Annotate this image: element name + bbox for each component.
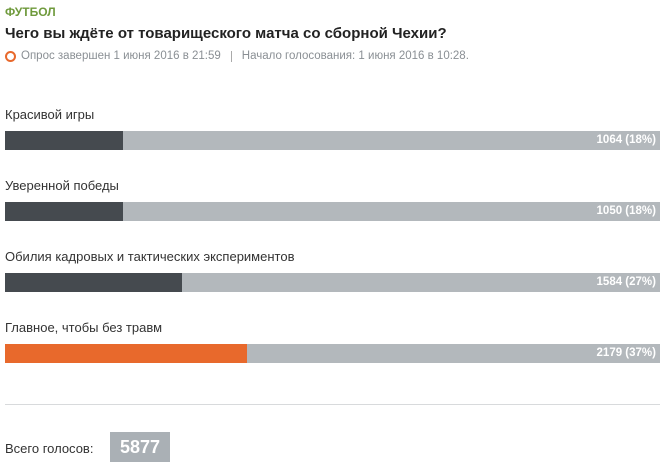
start: Начало голосования: 1 июня 2016 в 10:28. (241, 50, 469, 62)
value-label: 2179 (37%) (596, 347, 656, 359)
total-label: Всего голосов: (5, 441, 94, 456)
option-label: Красивой игры (5, 107, 95, 122)
bar-track: 2179 (37%) (5, 344, 660, 363)
option-label: Обилия кадровых и тактических эксперимен… (5, 249, 295, 264)
option-label: Главное, чтобы без травм (5, 320, 163, 335)
status: Опрос завершен 1 июня 2016 в 21:59 (21, 50, 221, 62)
status-icon (5, 50, 16, 62)
bar-track: 1050 (18%) (5, 202, 660, 221)
value-label: 1584 (27%) (596, 276, 656, 288)
total: 5877 (110, 432, 170, 462)
option-label: Уверенной победы (5, 178, 119, 193)
poll-title: Чего вы ждёте от товарищеского матча со … (5, 25, 447, 42)
separator (230, 50, 232, 62)
category[interactable]: ФУТБОЛ (5, 5, 56, 19)
value-label: 1050 (18%) (596, 205, 656, 217)
bar (5, 273, 182, 292)
meta: Опрос завершен 1 июня 2016 в 21:59 Начал… (5, 50, 469, 62)
bar-track: 1064 (18%) (5, 131, 660, 150)
bar (5, 131, 123, 150)
bar (5, 202, 123, 221)
divider (5, 404, 660, 405)
bar-track: 1584 (27%) (5, 273, 660, 292)
bar (5, 344, 248, 363)
value-label: 1064 (18%) (596, 134, 656, 146)
